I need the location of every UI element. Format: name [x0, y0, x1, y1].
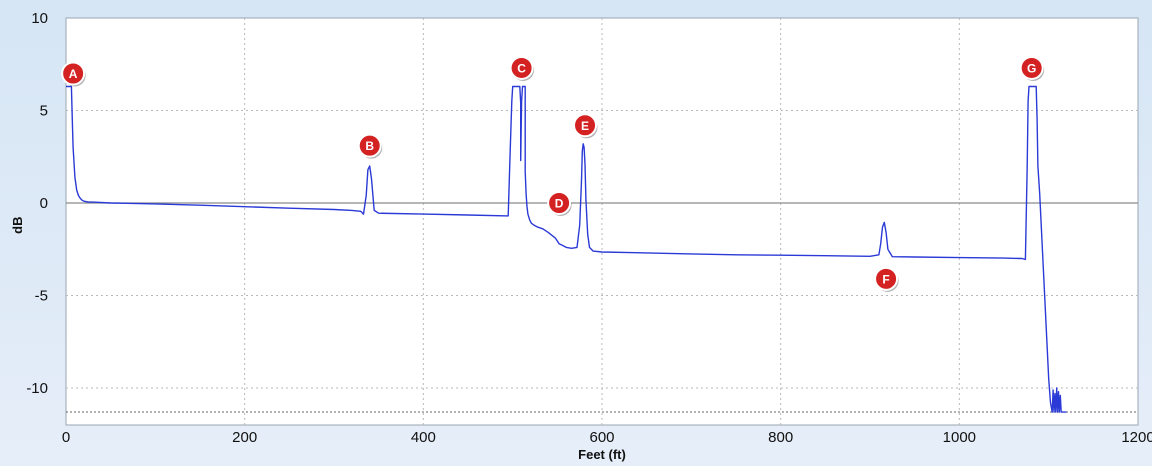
marker-label: B	[365, 139, 374, 153]
marker-label: F	[882, 272, 889, 286]
y-tick-labels: 10 5 0 -5 -10	[26, 10, 48, 397]
y-tick-label: 0	[40, 195, 48, 212]
y-tick-label: 10	[31, 10, 48, 27]
marker-circle	[509, 55, 534, 80]
event-marker-e: E	[573, 113, 598, 139]
x-axis-title: Feet (ft)	[578, 447, 626, 462]
marker-circle	[573, 113, 598, 138]
marker-circle	[547, 191, 572, 215]
x-tick-label: 200	[232, 429, 257, 446]
x-tick-label: 400	[411, 429, 436, 446]
y-axis-title: dB	[10, 217, 25, 234]
event-marker-a: A	[61, 61, 86, 87]
event-marker-b: B	[357, 133, 383, 159]
y-tick-label: 5	[40, 103, 48, 120]
event-marker-d: D	[547, 191, 572, 216]
x-tick-label: 800	[768, 429, 793, 446]
plot-area	[65, 17, 1139, 426]
marker-label: G	[1027, 61, 1036, 75]
marker-label: A	[69, 67, 78, 81]
marker-circle	[874, 266, 899, 291]
trace-line	[66, 85, 1067, 413]
event-markers: A B C D E F G	[61, 55, 1045, 292]
marker-label: E	[581, 119, 589, 133]
x-tick-label: 0	[62, 429, 70, 446]
marker-circle	[1019, 55, 1044, 80]
x-tick-labels: 0 200 400 600 800 1000 1200	[62, 429, 1152, 446]
x-tick-label: 600	[589, 429, 614, 446]
marker-label: D	[555, 197, 564, 211]
marker-circle	[357, 133, 382, 158]
event-marker-g: G	[1019, 55, 1045, 81]
x-tick-label: 1200	[1121, 429, 1152, 446]
marker-label: C	[517, 61, 526, 75]
grid-lines	[66, 18, 1138, 425]
marker-circle	[61, 61, 86, 86]
event-marker-f: F	[874, 266, 899, 292]
event-marker-c: C	[509, 55, 535, 81]
y-tick-label: -10	[26, 380, 48, 397]
x-tick-label: 1000	[943, 429, 976, 446]
y-tick-label: -5	[35, 288, 48, 305]
